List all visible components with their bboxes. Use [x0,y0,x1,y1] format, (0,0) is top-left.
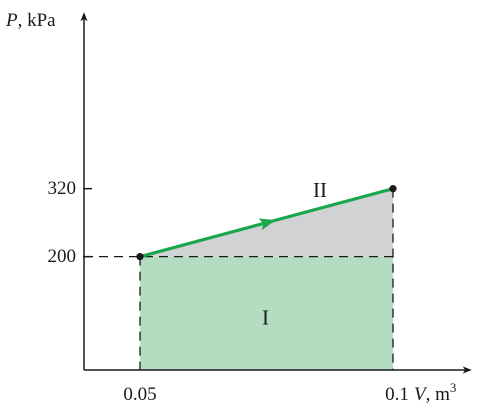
y-axis-unit: , kPa [18,10,57,31]
x-tick-label-0.1: 0.1 [385,384,409,405]
x-axis-title: V, m3 [414,380,456,405]
region-2-label: II [313,178,327,202]
y-axis-title: P, kPa [5,10,56,31]
y-tick-label-320: 320 [48,178,77,199]
process-direction-arrow [258,218,276,231]
region-1-label: I [262,305,269,329]
process-start-point [136,253,144,261]
x-axis-unit: , m [426,384,451,405]
x-tick-label-0.05: 0.05 [123,384,156,405]
y-axis-symbol: P [5,10,18,31]
process-end-point [389,185,397,193]
x-axis-unit-superscript: 3 [450,380,457,395]
y-tick-label-200: 200 [48,246,77,267]
x-axis-symbol: V [414,384,428,405]
region-1-area [140,256,393,370]
